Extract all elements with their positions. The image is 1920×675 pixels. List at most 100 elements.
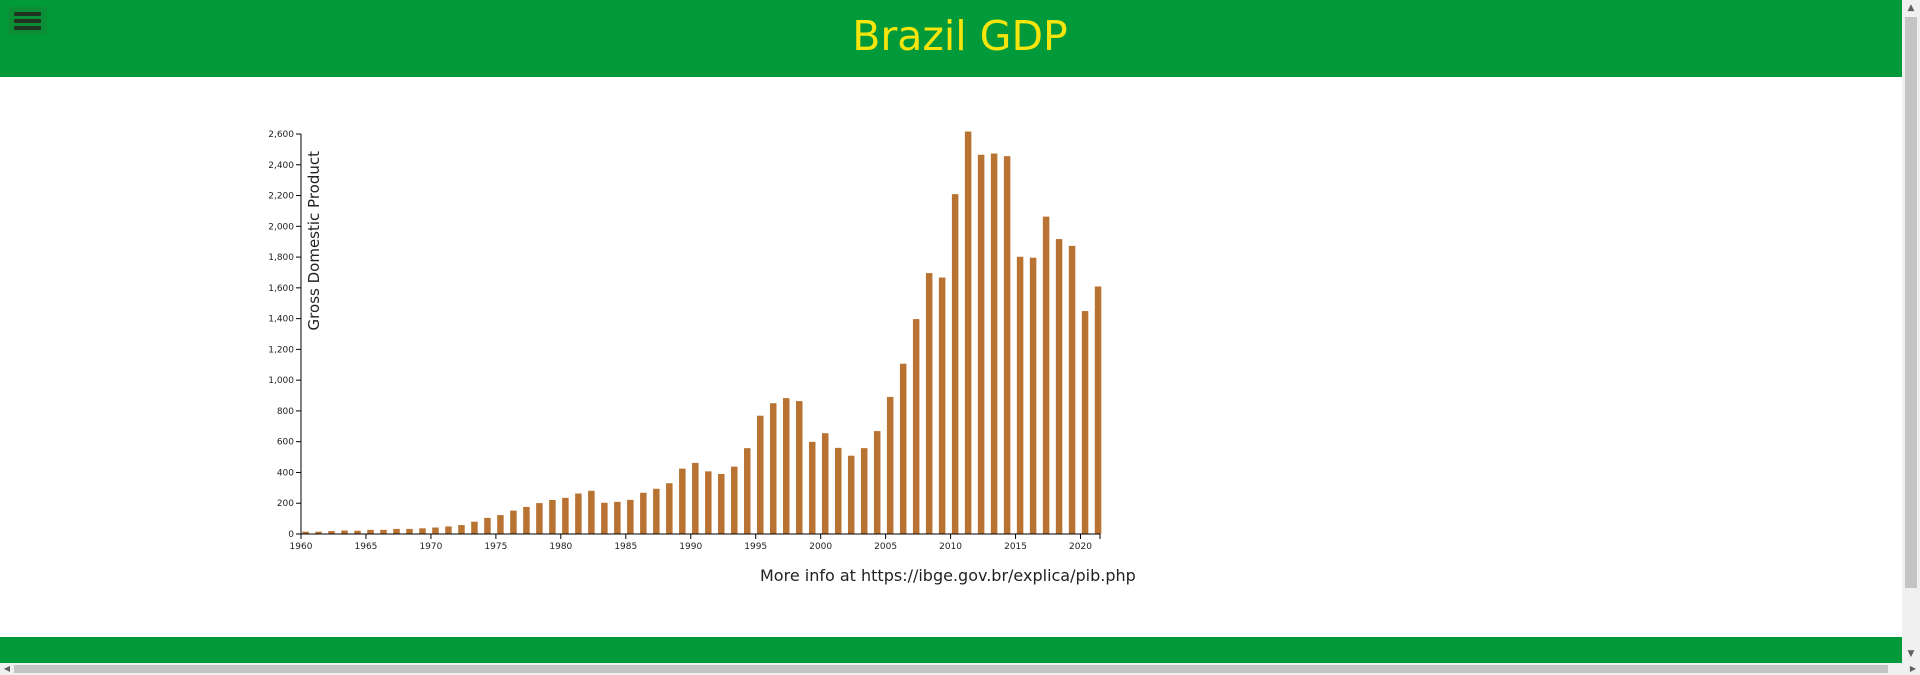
bar-1967: [393, 528, 400, 534]
bar-2001: [834, 447, 842, 534]
horizontal-scroll-thumb[interactable]: [14, 665, 1888, 673]
x-tick-label-2015: 2015: [1004, 542, 1027, 552]
x-tick-label-1965: 1965: [355, 542, 378, 552]
bar-1974: [484, 517, 491, 534]
bar-1966: [380, 529, 387, 534]
hamburger-menu-icon-line: [14, 19, 41, 23]
x-tick-label-1960: 1960: [290, 542, 313, 552]
y-axis-label: Gross Domestic Product: [305, 151, 323, 331]
y-tick-label-1400: 1,400: [268, 315, 294, 325]
bar-2002: [847, 455, 855, 534]
bar-1985: [627, 499, 634, 534]
x-tick-label-1975: 1975: [484, 542, 507, 552]
x-tick-label-1980: 1980: [549, 542, 572, 552]
bar-2000: [821, 433, 829, 534]
vertical-scroll-thumb[interactable]: [1905, 17, 1917, 588]
x-tick-label-1990: 1990: [679, 542, 702, 552]
bar-1986: [640, 492, 647, 534]
bar-1979: [549, 500, 556, 534]
bar-1987: [653, 488, 660, 534]
bar-1994: [744, 448, 751, 534]
bar-2009: [938, 277, 946, 534]
hamburger-menu-icon-line: [14, 26, 41, 30]
bar-1970: [432, 527, 439, 534]
bar-1977: [523, 506, 530, 534]
bar-1978: [536, 503, 543, 534]
scroll-right-arrow-icon[interactable]: ▶: [1909, 664, 1917, 673]
bar-2014: [1003, 156, 1011, 534]
bar-1969: [419, 528, 426, 534]
horizontal-scrollbar[interactable]: ◀ ▶: [0, 663, 1920, 675]
footer-bar: [0, 637, 1902, 664]
bar-1963: [341, 530, 348, 534]
bar-1988: [666, 483, 673, 534]
bar-2003: [860, 448, 868, 534]
y-tick-label-2200: 2,200: [268, 192, 294, 202]
bar-1984: [614, 501, 621, 534]
bar-1982: [588, 490, 595, 534]
bar-1990: [692, 462, 699, 534]
x-tick-label-2000: 2000: [809, 542, 832, 552]
bar-2011: [964, 131, 972, 535]
y-tick-label-2000: 2,000: [268, 222, 294, 232]
bar-1980: [562, 497, 569, 534]
bar-1997: [783, 398, 790, 534]
bar-2017: [1042, 216, 1050, 534]
bar-2016: [1029, 257, 1037, 534]
scroll-up-arrow-icon[interactable]: ▲: [1907, 3, 1915, 13]
bar-2007: [912, 319, 920, 534]
bar-2020: [1081, 311, 1089, 534]
header-bar: [0, 0, 1902, 77]
bar-2006: [899, 363, 907, 534]
y-tick-label-0: 0: [288, 530, 294, 540]
bar-1993: [731, 466, 738, 534]
bar-2019: [1068, 245, 1076, 534]
bar-1995: [757, 415, 764, 534]
bar-1968: [406, 528, 413, 534]
hamburger-menu-button[interactable]: [8, 7, 47, 35]
bar-1961: [315, 531, 322, 534]
bar-2018: [1055, 239, 1063, 534]
bar-2012: [977, 154, 985, 534]
bar-1989: [679, 468, 686, 534]
bar-1996: [770, 403, 777, 534]
y-tick-label-1200: 1,200: [268, 345, 294, 355]
bar-1960: [302, 531, 309, 534]
x-tick-label-1995: 1995: [744, 542, 767, 552]
bar-1983: [601, 502, 608, 534]
x-tick-label-2020: 2020: [1069, 542, 1092, 552]
bar-2013: [990, 153, 998, 534]
bar-1999: [808, 441, 816, 534]
y-tick-label-600: 600: [277, 438, 294, 448]
gdp-chart: 0 200 400 600 800 1,000 1,200 1,400 1,600 1,800 2,…: [250, 120, 1130, 560]
bar-2004: [873, 431, 881, 534]
bar-1964: [354, 530, 361, 534]
x-tick-label-2010: 2010: [939, 542, 962, 552]
bar-2008: [925, 273, 933, 534]
vertical-scrollbar[interactable]: ▲ ▼: [1902, 0, 1920, 663]
bar-1962: [328, 531, 335, 534]
bar-1992: [718, 474, 725, 534]
more-info-text: More info at https://ibge.gov.br/explica…: [760, 566, 1136, 585]
y-tick-label-1000: 1,000: [268, 376, 294, 386]
y-tick-label-800: 800: [277, 407, 294, 417]
scroll-left-arrow-icon[interactable]: ◀: [3, 664, 11, 673]
bar-1981: [575, 493, 582, 534]
y-tick-label-1800: 1,800: [268, 253, 294, 263]
bar-2010: [951, 194, 959, 534]
bar-2005: [886, 396, 894, 534]
page-title: Brazil GDP: [852, 12, 1068, 60]
scroll-down-arrow-icon[interactable]: ▼: [1907, 649, 1915, 659]
y-tick-label-1600: 1,600: [268, 284, 294, 294]
bar-1975: [497, 515, 504, 534]
bar-1971: [445, 526, 452, 534]
hamburger-menu-icon: [14, 12, 41, 16]
bar-2015: [1016, 256, 1024, 534]
x-tick-label-1985: 1985: [614, 542, 637, 552]
bar-1976: [510, 510, 517, 534]
bar-1972: [458, 525, 465, 534]
bar-1965: [367, 529, 374, 534]
y-tick-label-2600: 2,600: [268, 130, 294, 140]
gdp-bar-chart-svg: 0 200 400 600 800 1,000 1,200 1,400 1,600 1,800 2,…: [268, 130, 1102, 552]
